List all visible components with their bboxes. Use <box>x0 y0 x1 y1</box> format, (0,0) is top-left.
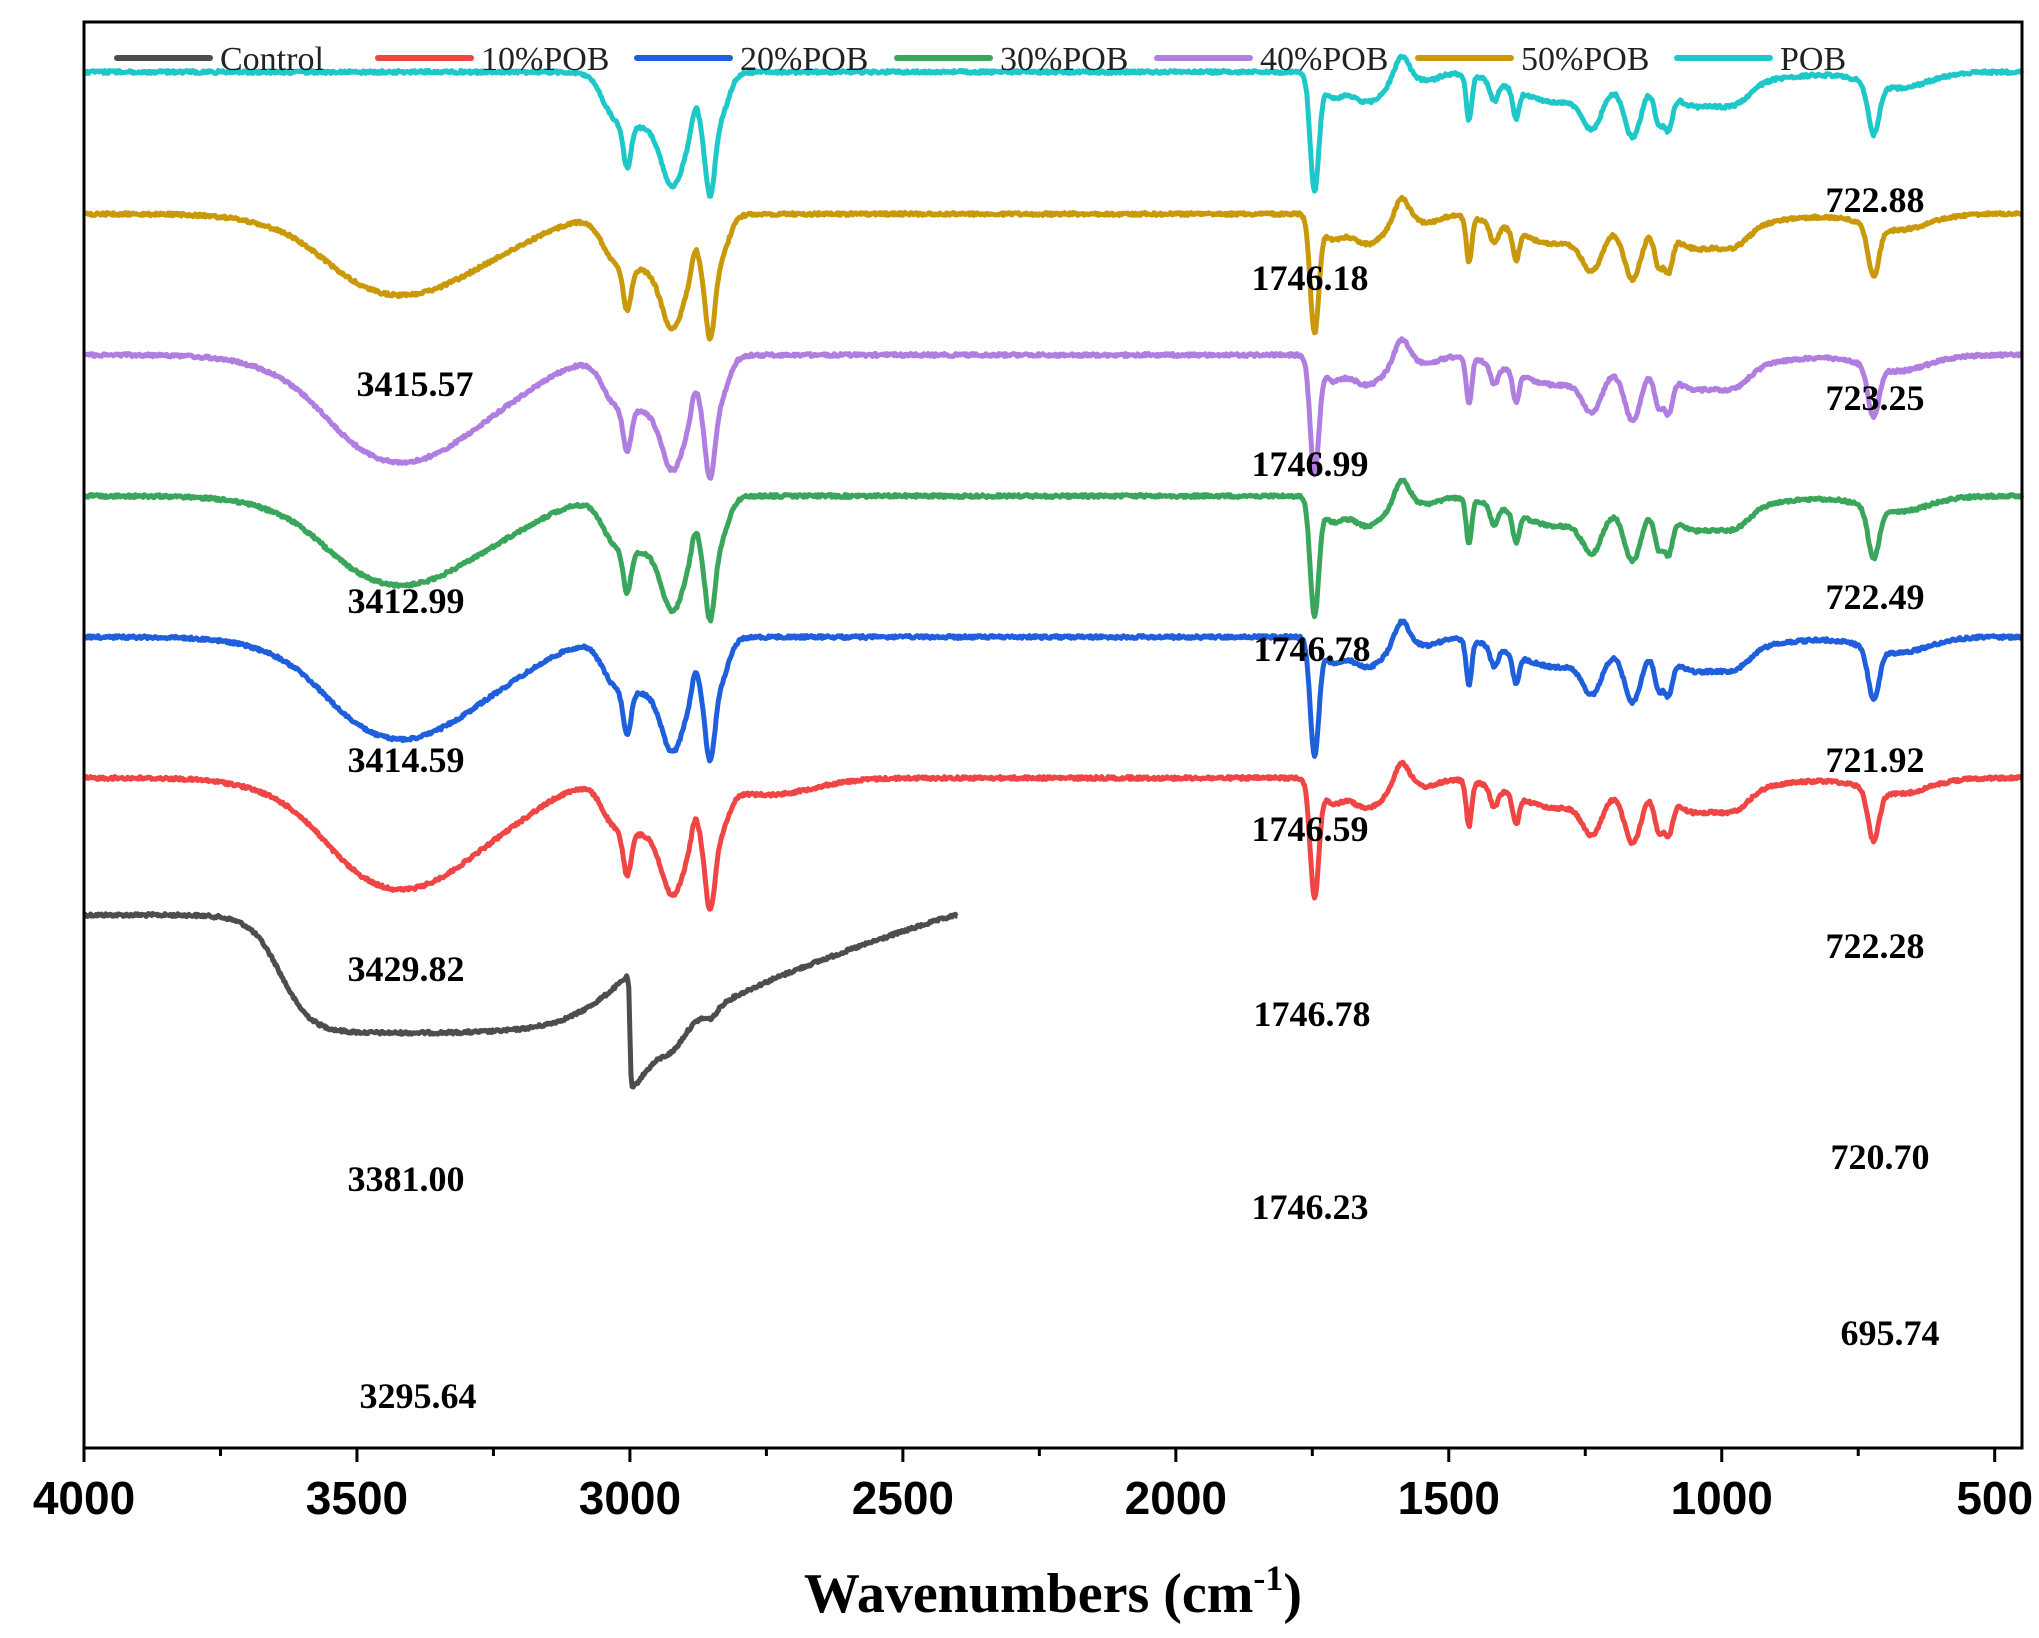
peak-label-40pctPOB-2: 722.49 <box>1826 577 1925 617</box>
x-tick-label-1000: 1000 <box>1671 1472 1773 1524</box>
peak-label-50pctPOB-1: 1746.99 <box>1252 444 1369 484</box>
peak-label-50pctPOB-2: 723.25 <box>1826 378 1925 418</box>
legend-label-POB: POB <box>1780 41 1846 78</box>
series-line-40pctPOB <box>82 336 2024 481</box>
plot-frame <box>82 20 2024 1450</box>
series-line-50pctPOB <box>82 194 2024 342</box>
series-line-20pctPOB <box>82 618 2024 764</box>
x-axis-title: Wavenumbers (cm-1) <box>804 1558 1302 1625</box>
peak-label-20pctPOB-1: 1746.78 <box>1254 994 1371 1034</box>
spectra-group <box>82 53 2025 1090</box>
peak-label-40pctPOB-0: 3412.99 <box>348 581 465 621</box>
peak-label-10pctPOB-1: 1746.23 <box>1252 1187 1369 1227</box>
legend-label-40pctPOB: 40%POB <box>1260 41 1388 78</box>
peak-label-20pctPOB-2: 722.28 <box>1826 926 1925 966</box>
peak-label-50pctPOB-0: 3415.57 <box>357 364 474 404</box>
peak-label-POB-0: 1746.18 <box>1252 258 1369 298</box>
x-tick-label-2500: 2500 <box>852 1472 954 1524</box>
peak-label-POB-1: 722.88 <box>1826 180 1925 220</box>
legend-label-20pctPOB: 20%POB <box>740 41 868 78</box>
peak-label-10pctPOB-0: 3381.00 <box>348 1159 465 1199</box>
legend-label-Control: Control <box>220 41 324 78</box>
peak-label-30pctPOB-2: 721.92 <box>1826 740 1925 780</box>
x-tick-label-1500: 1500 <box>1398 1472 1500 1524</box>
peak-label-30pctPOB-0: 3414.59 <box>348 740 465 780</box>
peak-labels-group: 3295.64 695.74 3381.00 1746.23 720.70 3429.82… <box>348 180 1940 1416</box>
x-tick-label-500: 500 <box>1956 1472 2033 1524</box>
peak-label-30pctPOB-1: 1746.59 <box>1252 809 1369 849</box>
x-tick-label-4000: 4000 <box>33 1472 135 1524</box>
series-line-10pctPOB <box>82 759 2024 912</box>
legend: Control 10%POB 20%POB 30%POB 40%POB 50%POB POB <box>114 41 1846 78</box>
legend-label-50pctPOB: 50%POB <box>1521 41 1649 78</box>
peak-label-20pctPOB-0: 3429.82 <box>348 949 465 989</box>
peak-label-10pctPOB-2: 720.70 <box>1831 1137 1930 1177</box>
series-line-Control <box>82 911 959 1090</box>
series-line-POB <box>82 53 2025 199</box>
x-axis-ticks: 4000 3500 3000 2500 2000 1500 1000 500 <box>33 1448 2033 1524</box>
x-tick-label-2000: 2000 <box>1125 1472 1227 1524</box>
peak-label-Control-1: 695.74 <box>1841 1313 1940 1353</box>
series-line-30pctPOB <box>82 477 2025 624</box>
peak-label-40pctPOB-1: 1746.78 <box>1254 629 1371 669</box>
legend-label-30pctPOB: 30%POB <box>1000 41 1128 78</box>
x-tick-label-3500: 3500 <box>306 1472 408 1524</box>
x-tick-label-3000: 3000 <box>579 1472 681 1524</box>
legend-label-10pctPOB: 10%POB <box>481 41 609 78</box>
peak-label-Control-0: 3295.64 <box>360 1376 477 1416</box>
